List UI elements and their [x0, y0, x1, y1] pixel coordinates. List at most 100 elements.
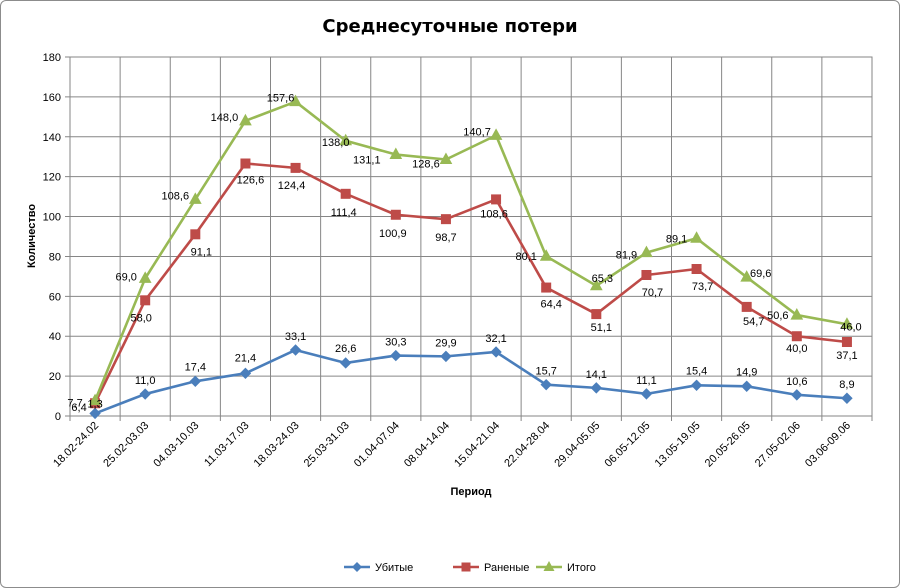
data-point [640, 245, 653, 258]
data-label: 58,0 [130, 312, 151, 324]
data-label: 29,9 [435, 337, 456, 349]
x-tick-label: 08.04-14.04 [402, 420, 452, 470]
data-label: 98,7 [435, 232, 456, 244]
data-label: 128,6 [412, 159, 440, 171]
x-tick-label: 27.05-02.06 [753, 420, 803, 470]
data-label: 124,4 [278, 180, 306, 192]
data-point [139, 388, 151, 400]
data-point [239, 113, 252, 126]
data-point [590, 382, 603, 394]
data-point [140, 295, 151, 306]
x-tick-label: 29.04-05.05 [552, 420, 602, 470]
data-point [339, 357, 352, 369]
legend-label: Раненые [484, 562, 529, 574]
data-point [440, 214, 451, 225]
data-point [290, 162, 301, 173]
x-tick-label: 01.04-07.04 [352, 420, 402, 470]
data-point [390, 209, 401, 220]
data-label: 46,0 [840, 321, 861, 333]
chart-title: Среднесуточные потери [322, 16, 577, 37]
data-label: 157,6 [267, 93, 295, 105]
x-tick-label: 18.02-24.02 [51, 420, 101, 470]
data-point [440, 350, 452, 363]
data-point [540, 378, 552, 391]
data-point [841, 392, 853, 404]
x-tick-label: 03.06-09.06 [803, 420, 853, 470]
data-label: 26,6 [335, 343, 356, 355]
data-label: 11,0 [135, 375, 156, 387]
data-point [189, 375, 202, 388]
data-point [740, 380, 753, 392]
data-point [740, 270, 754, 282]
data-point [190, 229, 201, 240]
data-label: 7,7 [67, 398, 82, 410]
data-label: 69,0 [115, 271, 136, 283]
data-label: 6,4 [71, 402, 86, 414]
data-label: 91,1 [191, 246, 212, 258]
data-label: 140,7 [463, 126, 491, 138]
x-tick-label: 06.05-12.05 [603, 420, 653, 470]
y-tick-label: 80 [49, 251, 61, 263]
data-label: 14,9 [736, 366, 757, 378]
y-tick-label: 0 [55, 411, 61, 423]
data-point [240, 158, 251, 169]
data-point [490, 346, 502, 358]
legend: Убитые Раненые Итого [344, 561, 596, 574]
data-point [89, 407, 101, 420]
x-tick-label: 20.05-26.05 [703, 420, 753, 470]
data-point [691, 264, 702, 275]
data-label: 30,3 [385, 337, 406, 349]
data-label: 111,4 [331, 207, 357, 219]
data-point [589, 278, 603, 291]
data-point [239, 367, 252, 380]
x-axis-ticks: 18.02-24.02 25.02-03.03 04.03-10.03 11.03-1… [51, 420, 853, 470]
y-tick-label: 120 [43, 172, 61, 184]
y-axis-ticks: 0 20 40 60 80 100 120 140 160 180 [43, 52, 61, 423]
legend-marker [543, 561, 555, 571]
series-lines [88, 94, 854, 420]
data-point [188, 192, 202, 204]
data-label: 15,4 [686, 365, 707, 377]
data-point [539, 249, 553, 261]
data-label: 64,4 [540, 299, 561, 311]
data-label: 40,0 [786, 343, 807, 355]
legend-marker [352, 562, 362, 572]
data-label: 80,1 [515, 251, 536, 263]
data-label: 70,7 [642, 287, 663, 299]
data-point [339, 133, 353, 146]
y-tick-label: 160 [43, 92, 61, 104]
data-label: 21,4 [235, 352, 256, 364]
x-tick-label: 13.05-19.05 [653, 420, 703, 470]
data-point [541, 282, 552, 293]
y-tick-label: 60 [49, 291, 61, 303]
data-point [690, 231, 703, 243]
series-line-1 [94, 348, 848, 415]
data-label: 10,6 [786, 376, 807, 388]
data-label: 11,1 [636, 375, 657, 387]
data-point [591, 309, 602, 320]
data-label: 33,1 [285, 331, 306, 343]
x-tick-label: 25.03-31.03 [302, 420, 352, 470]
data-point [389, 147, 403, 160]
data-point [390, 349, 402, 362]
data-point [439, 152, 453, 165]
data-label: 148,0 [211, 112, 239, 124]
data-point [640, 388, 653, 400]
data-label: 108,6 [480, 208, 508, 220]
x-tick-label: 22.04-28.04 [502, 420, 552, 470]
data-point [791, 331, 802, 342]
data-label: 131,1 [353, 155, 381, 167]
data-label: 108,6 [162, 190, 190, 202]
data-point [690, 379, 703, 391]
data-label: 37,1 [836, 350, 857, 362]
legend-label: Убитые [375, 562, 413, 574]
y-tick-label: 100 [43, 212, 61, 224]
data-label: 32,1 [485, 333, 506, 345]
y-axis-title: Количество [26, 204, 38, 268]
y-tick-label: 180 [43, 52, 61, 64]
x-tick-label: 18.03-24.03 [252, 420, 302, 470]
data-label: 138,0 [322, 137, 350, 149]
data-label: 17,4 [185, 361, 206, 373]
y-tick-label: 40 [49, 331, 61, 343]
data-label: 89,1 [666, 233, 687, 245]
